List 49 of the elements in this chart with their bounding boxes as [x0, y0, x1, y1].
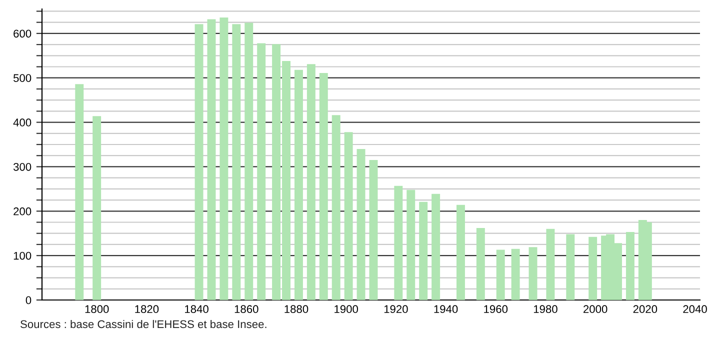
- bar: [207, 19, 216, 300]
- bar: [232, 24, 241, 300]
- bar: [546, 228, 555, 300]
- bar: [244, 22, 254, 300]
- bar: [369, 160, 378, 300]
- y-tick-label: 200: [14, 207, 32, 216]
- y-tick-label: 300: [13, 162, 32, 171]
- x-tick-label: 1960: [484, 305, 508, 314]
- bar: [626, 232, 634, 300]
- bar: [456, 204, 465, 300]
- bar: [306, 64, 316, 300]
- bar: [332, 115, 340, 300]
- source-note: Sources : base Cassini de l'EHESS et base Insee.: [20, 320, 266, 328]
- x-tick-label: 1940: [434, 305, 458, 314]
- bar: [294, 70, 303, 300]
- y-tick-label: 100: [14, 252, 32, 260]
- bar: [419, 202, 428, 300]
- y-tick-label: 400: [13, 118, 32, 126]
- x-tick-label: 2040: [683, 305, 707, 314]
- y-tick-label: 600: [14, 30, 32, 38]
- y-tick-label: 500: [13, 74, 32, 82]
- x-tick-label: 2020: [633, 305, 658, 314]
- bar: [75, 84, 84, 300]
- y-tick-label: 0: [26, 296, 32, 304]
- bar: [319, 72, 328, 300]
- x-tick-label: 1860: [234, 305, 258, 314]
- x-tick-label: 1820: [135, 305, 159, 314]
- bar: [344, 132, 353, 300]
- bar: [356, 148, 366, 300]
- x-tick-label: 1920: [384, 305, 408, 314]
- x-tick-label: 1980: [534, 305, 558, 314]
- bar: [566, 234, 575, 300]
- bar: [432, 194, 440, 300]
- x-tick-label: 1800: [85, 305, 109, 314]
- bar: [588, 236, 598, 300]
- bar: [220, 17, 228, 300]
- bar: [476, 228, 485, 300]
- bar: [92, 116, 102, 300]
- x-tick-label: 1840: [185, 305, 208, 314]
- x-tick-label: 1900: [334, 305, 358, 314]
- x-tick-label: 2000: [584, 305, 608, 314]
- bar: [406, 190, 416, 300]
- bar: [511, 248, 520, 300]
- bar: [257, 43, 266, 300]
- bar: [394, 186, 403, 300]
- bar: [194, 24, 204, 300]
- x-tick-label: 1880: [284, 305, 308, 314]
- bar: [528, 247, 538, 300]
- bar: [496, 250, 505, 300]
